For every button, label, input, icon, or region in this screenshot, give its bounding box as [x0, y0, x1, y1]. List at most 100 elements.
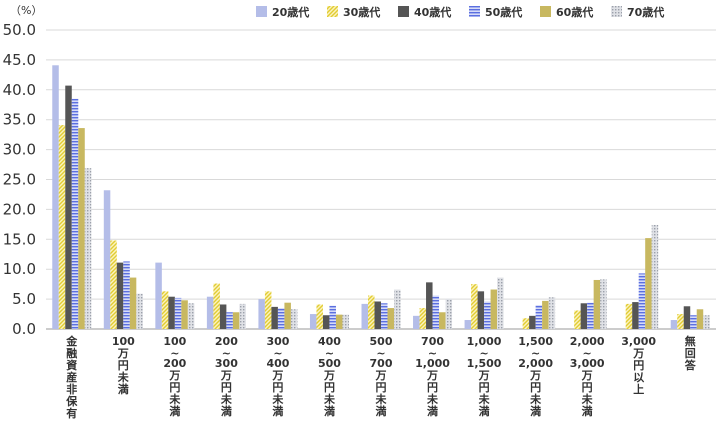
bar	[71, 98, 79, 330]
category-label: 100	[112, 335, 135, 348]
category-label: 万	[426, 369, 438, 382]
bar	[309, 314, 317, 329]
bar	[477, 291, 485, 329]
legend-label: 60歳代	[556, 5, 593, 19]
bar	[335, 314, 343, 329]
category-label: 融	[66, 346, 77, 360]
bar	[445, 298, 453, 329]
y-tick-label: 10.0	[3, 260, 36, 278]
legend-label: 50歳代	[485, 5, 522, 19]
category-label: 500	[318, 357, 341, 370]
category-label: 300	[215, 357, 238, 370]
category-label: ~	[273, 347, 282, 360]
category-label: 金	[65, 334, 78, 348]
category-label: 円	[221, 381, 232, 394]
bar	[587, 302, 594, 329]
category-label: 万	[581, 369, 593, 382]
category-label: 円	[427, 381, 438, 394]
bar	[290, 309, 298, 329]
category-label: 円	[633, 359, 644, 372]
grid-lines	[46, 29, 716, 330]
bar	[632, 302, 639, 329]
category-label: ~	[531, 347, 540, 360]
category-label: 未	[478, 392, 491, 406]
y-tick-label: 30.0	[3, 141, 36, 159]
legend-label: 70歳代	[627, 5, 664, 19]
category-label: ~	[583, 347, 592, 360]
category-label: 1,500	[518, 335, 553, 348]
y-tick-label: 5.0	[12, 290, 36, 308]
bar	[600, 279, 607, 329]
category-label: 万	[529, 369, 541, 382]
category-label: 未	[426, 392, 439, 406]
category-label: 万	[271, 369, 283, 382]
category-label: 回	[685, 346, 696, 360]
bar	[542, 300, 549, 329]
bar	[219, 304, 227, 329]
category-label: 円	[530, 381, 541, 394]
category-label: 万	[632, 347, 644, 360]
bar	[116, 262, 124, 329]
y-tick-label: 40.0	[3, 81, 36, 99]
category-label: 400	[266, 357, 289, 370]
category-label: 満	[582, 404, 593, 418]
legend-swatch	[611, 6, 622, 17]
unit-label: （%）	[10, 4, 42, 17]
bar	[368, 295, 375, 329]
bar	[232, 312, 240, 329]
bar	[580, 303, 588, 329]
bar	[490, 289, 498, 329]
bar	[677, 314, 684, 329]
bar	[271, 306, 278, 329]
bar	[645, 238, 652, 329]
y-tick-label: 35.0	[3, 111, 36, 129]
bar	[548, 297, 556, 329]
category-label: 保	[65, 394, 78, 408]
category-label: ~	[376, 347, 385, 360]
bar	[439, 312, 446, 329]
bar	[277, 308, 285, 329]
category-label: 円	[376, 381, 387, 394]
category-label: 未	[323, 392, 336, 406]
bar	[129, 277, 137, 329]
bar	[239, 303, 246, 329]
bar	[174, 297, 182, 329]
bar	[593, 279, 601, 329]
legend-swatch	[540, 6, 551, 17]
bar	[155, 262, 162, 329]
category-label: 万	[323, 369, 335, 382]
bar	[574, 310, 581, 329]
bar	[65, 85, 72, 329]
category-label: ~	[170, 347, 179, 360]
category-label: 万	[478, 369, 490, 382]
x-axis-categories: 金融資産非保有100万円未満100~200万円未満200~300万円未満300~…	[65, 334, 696, 420]
bar	[84, 168, 92, 329]
bar	[696, 309, 704, 329]
bar	[638, 273, 646, 329]
bar	[484, 301, 491, 329]
bar	[187, 303, 195, 329]
bar	[161, 291, 169, 329]
bar	[670, 320, 678, 329]
bar	[529, 315, 536, 329]
category-label: 1,000	[467, 335, 502, 348]
legend-label: 40歳代	[414, 5, 451, 19]
category-label: 3,000	[621, 335, 656, 348]
bar	[497, 277, 504, 329]
category-label: 1,500	[467, 357, 502, 370]
category-label: 200	[215, 335, 238, 348]
category-label: 未	[375, 392, 388, 406]
category-label: ~	[325, 347, 334, 360]
bar	[432, 295, 440, 329]
category-label: 満	[530, 404, 541, 418]
bar	[226, 312, 233, 329]
category-label: 以	[633, 371, 644, 384]
bar	[535, 305, 543, 329]
category-label: 2,000	[518, 357, 553, 370]
bar	[136, 293, 143, 329]
bar	[284, 302, 291, 329]
bar	[264, 291, 272, 329]
category-label: ~	[479, 347, 488, 360]
category-label: 未	[168, 392, 181, 406]
